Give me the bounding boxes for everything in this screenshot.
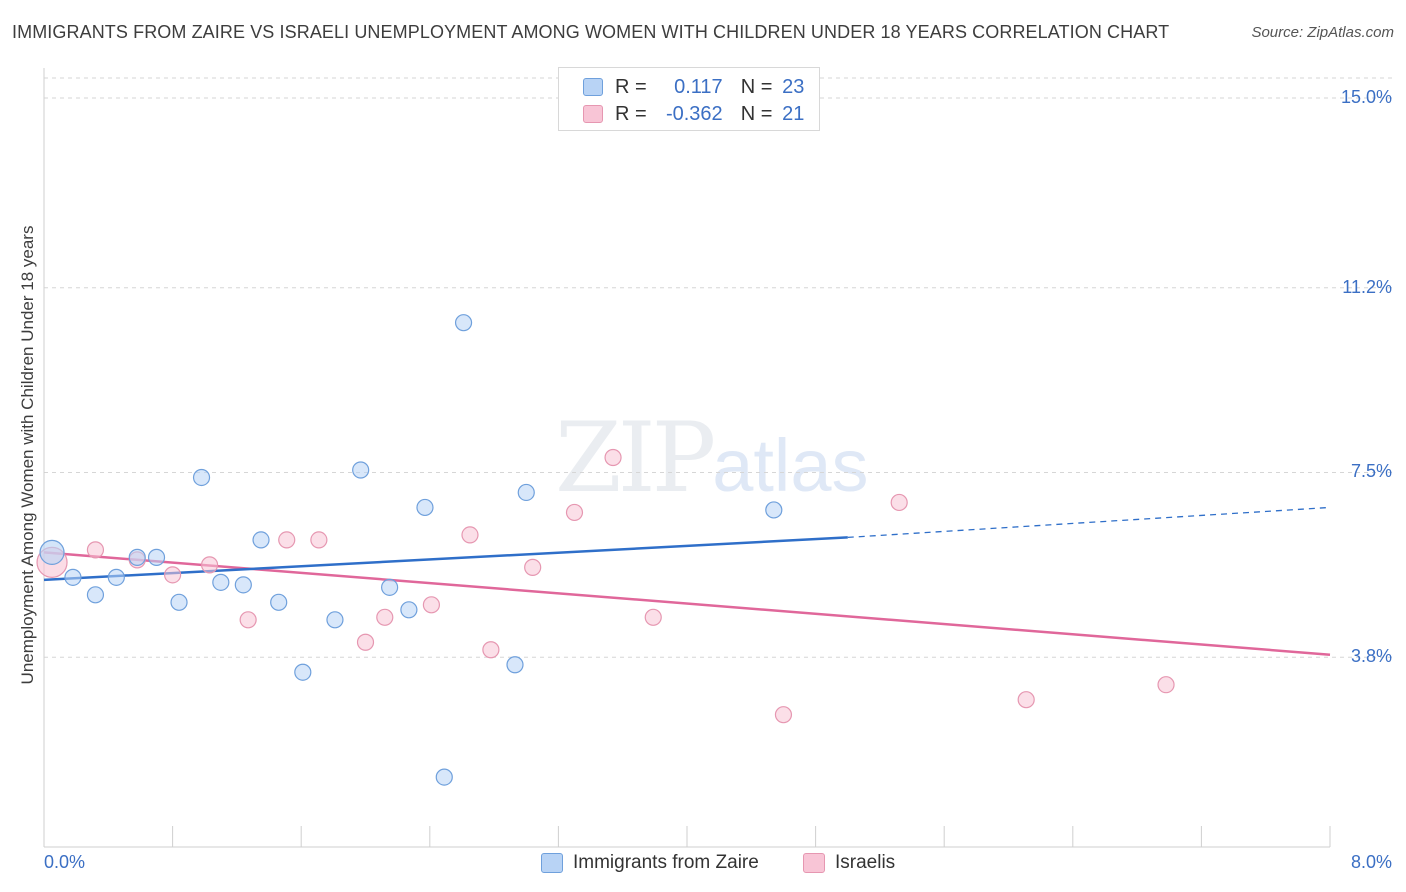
y-tick-label: 15.0% xyxy=(1340,86,1392,107)
watermark-atlas: atlas xyxy=(712,424,869,507)
legend-swatch-israelis xyxy=(803,853,825,873)
watermark: ZIPatlas xyxy=(555,402,869,514)
legend-r-label: R = xyxy=(615,102,647,125)
point-israelis xyxy=(1157,676,1175,694)
y-axis-label: Unemployment Among Women with Children U… xyxy=(18,225,37,685)
x-tick-label-min: 0.0% xyxy=(44,852,86,872)
point-zaire xyxy=(107,568,125,586)
point-israelis xyxy=(774,706,793,724)
trend-line-zaire-extension xyxy=(847,506,1331,539)
watermark-zip: ZIP xyxy=(555,402,716,514)
legend-label-israelis: Israelis xyxy=(835,852,896,873)
y-tick-label: 3.8% xyxy=(1350,646,1392,667)
point-zaire xyxy=(381,578,399,596)
point-zaire xyxy=(170,593,188,611)
point-israelis xyxy=(644,608,662,626)
point-zaire xyxy=(416,498,434,517)
legend-r-value: 0.117 xyxy=(674,75,723,98)
point-israelis xyxy=(356,633,375,651)
point-zaire xyxy=(252,531,270,549)
trend-line-israelis xyxy=(43,551,1331,656)
point-israelis xyxy=(1017,691,1035,709)
axes xyxy=(43,68,1331,848)
point-zaire xyxy=(765,501,783,519)
chart-title: IMMIGRANTS FROM ZAIRE VS ISRAELI UNEMPLO… xyxy=(12,22,1170,42)
series-legend: Immigrants from Zaire Israelis xyxy=(0,852,1406,878)
legend-n-label: N = xyxy=(740,75,773,98)
point-zaire xyxy=(326,611,344,629)
point-israelis xyxy=(200,556,219,574)
point-israelis xyxy=(164,566,182,584)
legend-row-zaire: R = 0.117 N = 23 xyxy=(583,75,804,99)
point-zaire xyxy=(400,601,418,619)
point-israelis xyxy=(422,596,441,614)
source-label: Source: ZipAtlas.com xyxy=(1251,24,1394,41)
point-zaire xyxy=(39,539,65,565)
point-israelis xyxy=(376,608,394,626)
point-israelis xyxy=(86,541,105,559)
point-zaire xyxy=(352,461,370,479)
point-zaire xyxy=(64,568,82,586)
point-zaire xyxy=(234,576,252,594)
point-zaire xyxy=(270,593,288,611)
legend-r-value: -0.362 xyxy=(665,102,723,125)
point-israelis xyxy=(482,641,500,659)
x-tick-label-max: 8.0% xyxy=(1350,852,1392,872)
legend-swatch-zaire xyxy=(541,853,563,873)
data-points xyxy=(36,314,1175,786)
point-israelis xyxy=(310,531,328,549)
point-zaire xyxy=(147,548,166,566)
point-israelis xyxy=(524,558,542,576)
point-israelis xyxy=(239,611,257,629)
legend-row-israelis: R = -0.362 N = 21 xyxy=(583,102,804,126)
y-tick-label: 11.2% xyxy=(1342,276,1392,297)
point-israelis xyxy=(565,503,584,522)
correlation-legend: R = 0.117 N = 23 R = -0.362 N = 21 xyxy=(558,67,820,131)
point-zaire xyxy=(517,483,535,502)
point-zaire xyxy=(192,468,211,487)
point-israelis xyxy=(604,448,622,467)
legend-item-zaire: Immigrants from Zaire xyxy=(541,852,759,874)
point-israelis xyxy=(278,531,296,549)
legend-swatch-pink xyxy=(583,105,603,123)
point-zaire xyxy=(435,768,453,786)
point-zaire xyxy=(128,548,146,566)
point-zaire xyxy=(212,573,230,591)
y-tick-label: 7.5% xyxy=(1350,461,1392,482)
point-zaire xyxy=(506,656,524,674)
point-israelis xyxy=(890,493,908,512)
point-israelis xyxy=(461,526,479,544)
legend-r-label: R = xyxy=(615,75,647,98)
legend-swatch-blue xyxy=(583,78,603,96)
legend-item-israelis: Israelis xyxy=(803,852,895,874)
point-zaire xyxy=(454,314,473,332)
legend-n-value: 23 xyxy=(782,75,805,98)
legend-n-label: N = xyxy=(740,102,773,125)
point-zaire xyxy=(294,663,312,681)
point-zaire xyxy=(86,586,105,604)
legend-label-zaire: Immigrants from Zaire xyxy=(573,852,759,873)
legend-n-value: 21 xyxy=(782,102,805,125)
